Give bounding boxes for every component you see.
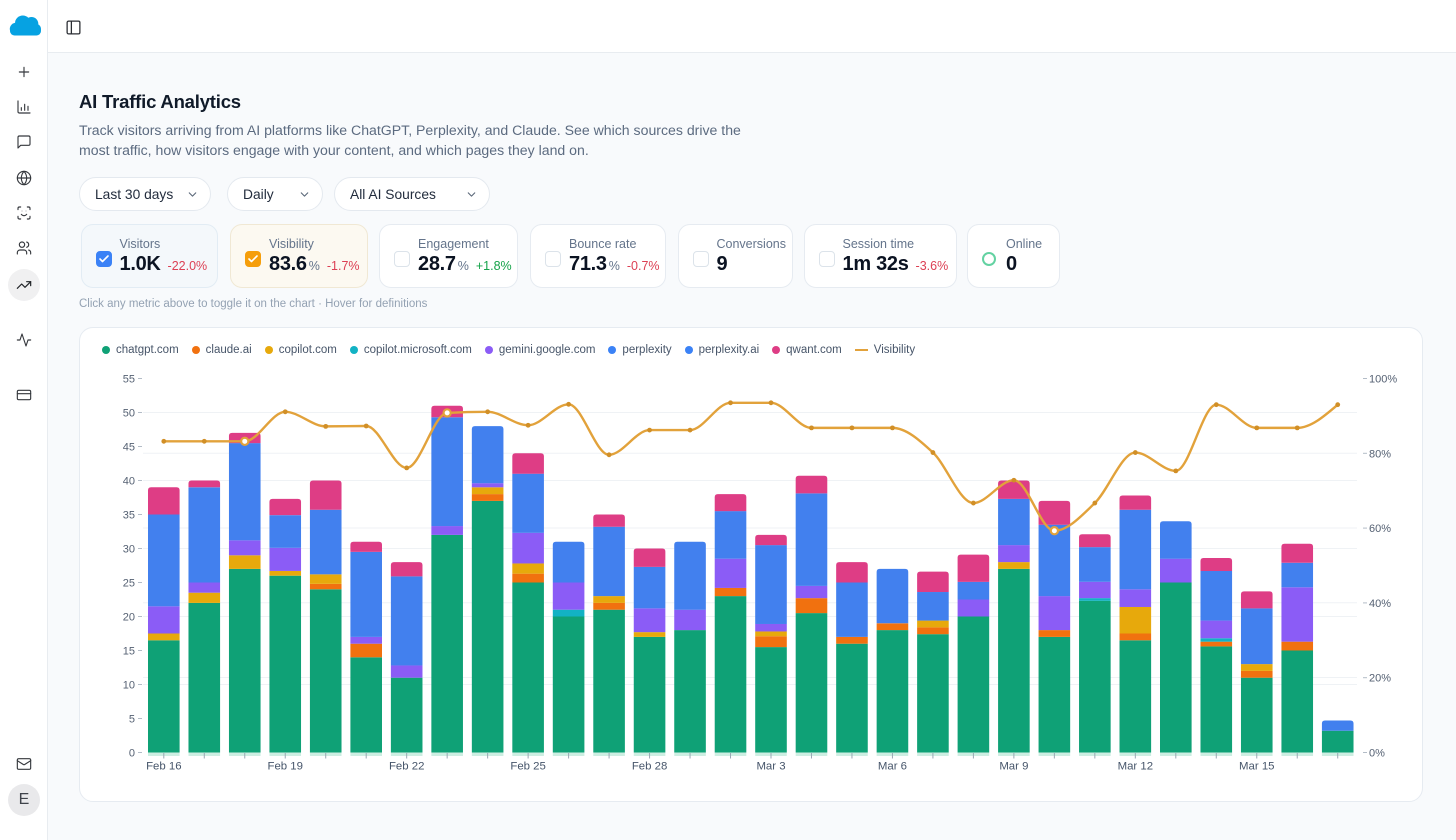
- svg-text:5: 5: [129, 714, 135, 726]
- svg-text:Mar 9: Mar 9: [999, 761, 1028, 773]
- svg-text:Feb 16: Feb 16: [146, 761, 181, 773]
- svg-text:Feb 25: Feb 25: [510, 761, 545, 773]
- svg-text:40%: 40%: [1369, 598, 1391, 610]
- svg-text:Feb 28: Feb 28: [632, 761, 667, 773]
- svg-text:20: 20: [123, 612, 135, 624]
- svg-text:Mar 12: Mar 12: [1118, 761, 1153, 773]
- svg-text:0%: 0%: [1369, 748, 1385, 760]
- svg-text:50: 50: [123, 408, 135, 420]
- svg-text:35: 35: [123, 510, 135, 522]
- svg-text:10: 10: [123, 680, 135, 692]
- svg-text:40: 40: [123, 476, 135, 488]
- svg-text:Mar 6: Mar 6: [878, 761, 907, 773]
- svg-text:Feb 22: Feb 22: [389, 761, 424, 773]
- svg-text:60%: 60%: [1369, 523, 1391, 535]
- svg-text:100%: 100%: [1369, 374, 1397, 386]
- svg-text:55: 55: [123, 374, 135, 386]
- svg-text:Feb 19: Feb 19: [268, 761, 303, 773]
- svg-text:30: 30: [123, 544, 135, 556]
- svg-text:20%: 20%: [1369, 673, 1391, 685]
- svg-text:15: 15: [123, 646, 135, 658]
- svg-text:45: 45: [123, 442, 135, 454]
- svg-text:80%: 80%: [1369, 448, 1391, 460]
- svg-text:0: 0: [129, 748, 135, 760]
- svg-text:25: 25: [123, 578, 135, 590]
- svg-text:Mar 15: Mar 15: [1239, 761, 1274, 773]
- svg-text:Mar 3: Mar 3: [756, 761, 785, 773]
